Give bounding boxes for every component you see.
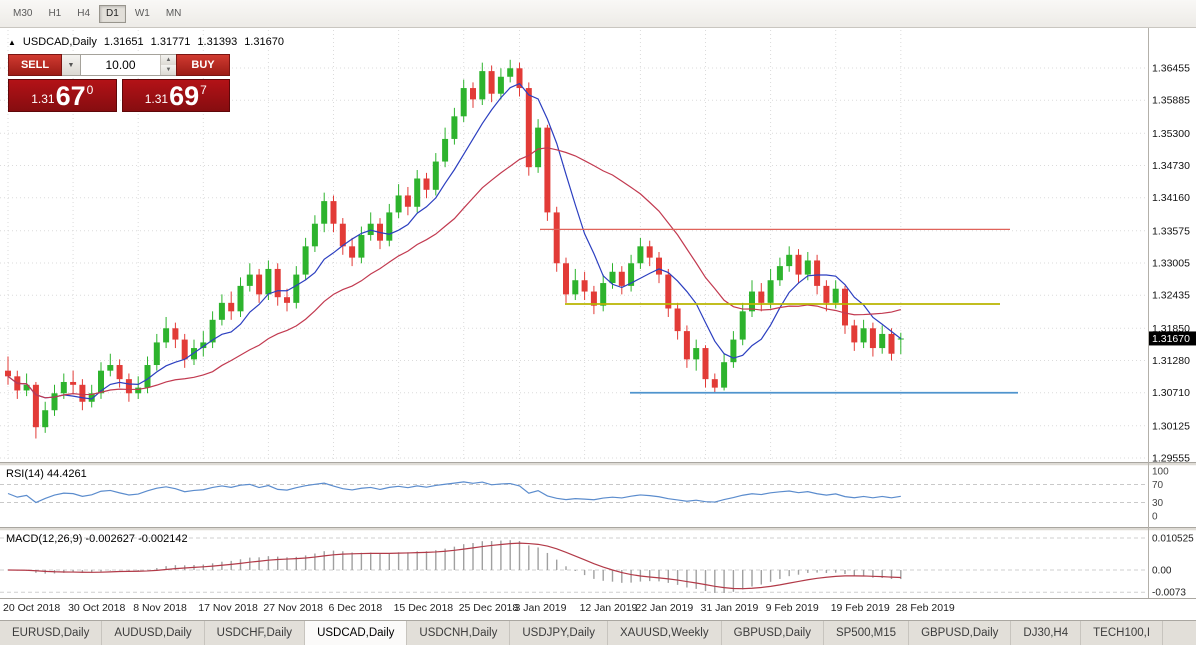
sell-price-big-digits: 67	[55, 81, 86, 111]
tab-xauusd-weekly[interactable]: XAUUSD,Weekly	[608, 621, 722, 645]
price-scale: 1.36455 1.35885 1.35300 1.34730 1.34160 1.335…	[1149, 63, 1196, 464]
volume-input[interactable]	[81, 55, 160, 75]
timeframe-w1-button[interactable]: W1	[128, 5, 157, 23]
svg-text:1.36455: 1.36455	[1152, 63, 1190, 75]
chart-ohlc-header: ▲ USDCAD,Daily 1.31651 1.31771 1.31393 1…	[8, 36, 284, 48]
volume-spinner: ▲ ▼	[160, 55, 176, 75]
high-value: 1.31771	[150, 36, 191, 48]
svg-text:1.34730: 1.34730	[1152, 160, 1190, 172]
spin-up-icon[interactable]: ▲	[161, 55, 176, 65]
svg-text:28 Feb 2019: 28 Feb 2019	[896, 602, 955, 614]
svg-text:0.00: 0.00	[1152, 566, 1172, 577]
chart-symbol-label: USDCAD,Daily	[22, 36, 97, 48]
svg-text:1.33005: 1.33005	[1152, 257, 1190, 269]
tab-gbpusd-daily[interactable]: GBPUSD,Daily	[722, 621, 824, 645]
volume-dropdown-button[interactable]: ▼	[62, 54, 81, 76]
sell-price-pip-digit: 0	[86, 83, 94, 97]
svg-text:100: 100	[1152, 467, 1169, 478]
tab-sp500-m15[interactable]: SP500,M15	[824, 621, 910, 645]
svg-text:22 Jan 2019: 22 Jan 2019	[635, 602, 693, 614]
chart-tab-bar: EURUSD,Daily AUDUSD,Daily USDCHF,Daily U…	[0, 620, 1196, 645]
rsi-line	[7, 481, 901, 504]
low-value: 1.31393	[197, 36, 238, 48]
svg-text:19 Feb 2019: 19 Feb 2019	[831, 602, 890, 614]
tab-usdcnh-daily[interactable]: USDCNH,Daily	[407, 621, 511, 645]
svg-text:0.010525: 0.010525	[1152, 534, 1194, 545]
timeframe-m30-button[interactable]: M30	[6, 5, 39, 23]
svg-text:15 Dec 2018: 15 Dec 2018	[394, 602, 454, 614]
one-click-collapse-icon[interactable]: ▲	[8, 37, 16, 47]
svg-text:9 Feb 2019: 9 Feb 2019	[766, 602, 819, 614]
buy-button[interactable]: BUY	[176, 54, 230, 76]
timeframe-d1-button[interactable]: D1	[99, 4, 126, 23]
svg-text:30 Oct 2018: 30 Oct 2018	[68, 602, 125, 614]
svg-text:12 Jan 2019: 12 Jan 2019	[580, 602, 638, 614]
sell-price-prefix: 1.31	[31, 92, 55, 106]
buy-price-box[interactable]: 1.31 69 7	[121, 79, 230, 112]
svg-text:1.31670: 1.31670	[1152, 333, 1190, 345]
tab-dj30-h4[interactable]: DJ30,H4	[1011, 621, 1082, 645]
svg-text:20 Oct 2018: 20 Oct 2018	[3, 602, 60, 614]
svg-text:25 Dec 2018: 25 Dec 2018	[459, 602, 519, 614]
svg-text:1.29555: 1.29555	[1152, 452, 1190, 464]
macd-histogram	[16, 540, 902, 593]
svg-text:3 Jan 2019: 3 Jan 2019	[515, 602, 567, 614]
svg-text:1.30125: 1.30125	[1152, 420, 1190, 432]
tab-eurusd-daily[interactable]: EURUSD,Daily	[0, 621, 103, 645]
svg-text:30: 30	[1152, 498, 1164, 509]
tab-usdcad-daily[interactable]: USDCAD,Daily	[305, 621, 408, 645]
chart-grid	[0, 30, 1148, 462]
buy-price-pip-digit: 7	[200, 83, 207, 97]
close-value: 1.31670	[244, 36, 284, 48]
candles	[5, 59, 904, 439]
svg-text:8 Nov 2018: 8 Nov 2018	[133, 602, 187, 614]
sell-button[interactable]: SELL	[8, 54, 62, 76]
buy-price-prefix: 1.31	[144, 92, 169, 106]
volume-field-group: ▲ ▼	[81, 54, 176, 76]
timeframe-h1-button[interactable]: H1	[41, 5, 68, 23]
svg-text:17 Nov 2018: 17 Nov 2018	[198, 602, 258, 614]
date-axis: 20 Oct 2018 30 Oct 2018 8 Nov 2018 17 Nov 2…	[3, 602, 955, 614]
macd-signal-line	[7, 542, 901, 590]
svg-text:6 Dec 2018: 6 Dec 2018	[329, 602, 383, 614]
svg-text:31 Jan 2019: 31 Jan 2019	[701, 602, 759, 614]
svg-text:1.31280: 1.31280	[1152, 355, 1190, 367]
tab-usdjpy-daily[interactable]: USDJPY,Daily	[510, 621, 608, 645]
svg-text:27 Nov 2018: 27 Nov 2018	[263, 602, 323, 614]
svg-text:1.30710: 1.30710	[1152, 387, 1190, 399]
macd-indicator-label: MACD(12,26,9) -0.002627 -0.002142	[6, 533, 188, 545]
rsi-indicator-label: RSI(14) 44.4261	[6, 468, 87, 480]
timeframe-toolbar: M30 H1 H4 D1 W1 MN	[0, 0, 1196, 28]
one-click-trading-panel: SELL ▼ ▲ ▼ BUY 1.31 67 0 1.31 69 7	[8, 54, 230, 112]
svg-text:1.35300: 1.35300	[1152, 128, 1190, 140]
current-price-tag	[1149, 331, 1196, 346]
svg-text:1.34160: 1.34160	[1152, 192, 1190, 204]
svg-text:70: 70	[1152, 480, 1164, 491]
ma-slow-line	[7, 147, 901, 399]
svg-text:0: 0	[1152, 512, 1158, 523]
svg-text:1.32435: 1.32435	[1152, 290, 1190, 302]
tab-usdchf-daily[interactable]: USDCHF,Daily	[205, 621, 306, 645]
svg-text:1.35885: 1.35885	[1152, 95, 1190, 107]
tab-audusd-daily[interactable]: AUDUSD,Daily	[102, 621, 205, 645]
buy-price-big-digits: 69	[169, 81, 200, 111]
timeframe-mn-button[interactable]: MN	[159, 5, 189, 23]
spin-down-icon[interactable]: ▼	[161, 65, 176, 75]
tab-gbpusd-daily-2[interactable]: GBPUSD,Daily	[909, 621, 1012, 645]
ma-fast-line	[7, 82, 902, 400]
svg-text:-0.0073: -0.0073	[1152, 588, 1186, 599]
tab-tech100[interactable]: TECH100,I	[1081, 621, 1164, 645]
sell-price-box[interactable]: 1.31 67 0	[8, 79, 117, 112]
timeframe-h4-button[interactable]: H4	[70, 5, 97, 23]
svg-text:1.33575: 1.33575	[1152, 225, 1190, 237]
open-value: 1.31651	[103, 36, 144, 48]
chevron-down-icon: ▼	[67, 61, 75, 69]
